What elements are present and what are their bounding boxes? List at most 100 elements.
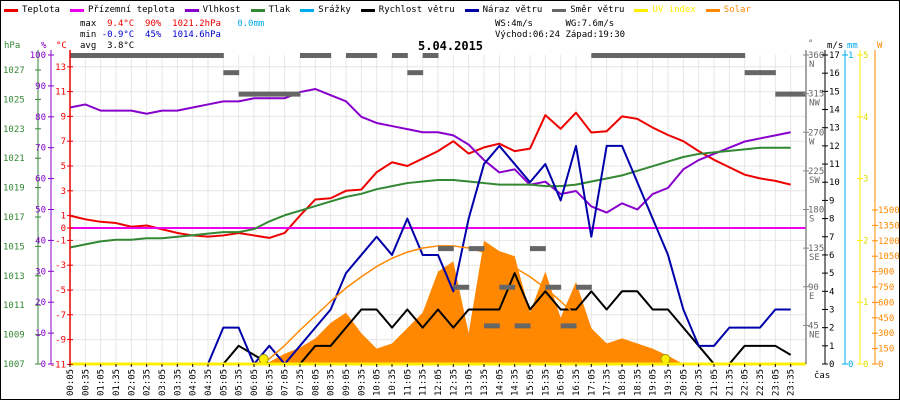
wind-tick-label: 9 — [829, 196, 834, 206]
temperature-tick-label: -1 — [55, 236, 66, 246]
pressure-tick-label: 1019 — [3, 184, 25, 194]
direction-tick-label: 45 — [808, 321, 819, 331]
direction-tick-compass: SE — [809, 253, 820, 263]
wind-tick-label: 10 — [829, 178, 840, 188]
time-tick-label: 04:35 — [204, 369, 214, 396]
solar-tick-label: 450 — [878, 314, 894, 324]
wind-speed-avg: WS:4m/s — [495, 19, 533, 29]
wind-direction-mark — [499, 284, 516, 290]
uv-tick-label: 1 — [863, 298, 868, 308]
time-tick-label: 21:05 — [710, 369, 720, 396]
pressure-tick-label: 1011 — [3, 301, 25, 311]
wind-direction-mark — [484, 323, 500, 329]
humidity-tick-label: 80 — [35, 113, 46, 123]
time-tick-label: 19:35 — [664, 369, 674, 396]
legend: Teplota Přízemní teplota Vlhkost Tlak Srážky… — [4, 3, 751, 17]
wind-direction-mark — [714, 53, 730, 58]
avg-label: avg — [80, 41, 97, 51]
pressure-tick-label: 1009 — [3, 331, 25, 341]
legend-label: Solar — [723, 5, 751, 15]
direction-axis-label: ° — [808, 39, 813, 49]
wind-tick-label: 17 — [829, 51, 840, 61]
wind-tick-label: 11 — [829, 160, 840, 170]
time-tick-label: 12:05 — [434, 369, 444, 396]
direction-tick-compass: NE — [809, 330, 820, 340]
time-tick-label: 13:05 — [465, 369, 475, 396]
humidity-tick-label: 90 — [35, 82, 46, 92]
time-tick-label: 10:05 — [373, 369, 383, 396]
wind-direction-mark — [453, 284, 470, 290]
legend-swatch — [4, 8, 18, 12]
humidity-tick-label: 50 — [35, 206, 46, 216]
wind-tick-label: 14 — [829, 106, 840, 116]
time-tick-label: 01:05 — [97, 369, 107, 396]
time-tick-label: 16:05 — [557, 369, 567, 396]
direction-tick-compass: SW — [809, 176, 820, 186]
wind-axis-label: m/s — [827, 41, 843, 51]
time-axis-label: čas — [814, 370, 830, 381]
humidity-tick-label: 0 — [41, 360, 46, 370]
solar-tick-label: 1350 — [878, 221, 900, 231]
temperature-tick-label: -7 — [55, 311, 66, 321]
pressure-tick-label: 1007 — [3, 360, 25, 370]
sunrise-marker — [258, 354, 269, 364]
temperature-tick-label: 1 — [61, 212, 66, 222]
legend-swatch — [705, 8, 720, 12]
time-tick-label: 05:35 — [235, 369, 245, 396]
uv-tick-label: 4 — [863, 113, 868, 123]
legend-label: UV index — [652, 5, 696, 15]
pressure-tick-label: 1027 — [3, 66, 25, 76]
legend-label: Rychlost větru — [378, 5, 455, 15]
wind-direction-mark — [238, 91, 255, 97]
solar-tick-label: 600 — [878, 298, 894, 308]
temperature-tick-label: 5 — [61, 162, 66, 172]
time-tick-label: 09:35 — [357, 369, 367, 396]
time-tick-label: 05:05 — [219, 369, 229, 396]
wind-direction-mark — [637, 53, 654, 58]
wind-direction-mark — [85, 53, 102, 58]
time-tick-label: 16:35 — [572, 369, 582, 396]
wind-gust-max: WG:7.6m/s — [565, 19, 615, 29]
legend-label: Teplota — [22, 5, 60, 15]
legend-swatch — [634, 8, 649, 12]
solar-tick-label: 900 — [878, 268, 894, 278]
legend-item: Směr větru — [552, 3, 624, 17]
time-tick-label: 13:35 — [480, 369, 490, 396]
time-tick-label: 10:35 — [388, 369, 398, 396]
stats-sun: Východ:06:24 Západ:19:30 — [495, 30, 625, 40]
stats-wind: WS:4m/s WG:7.6m/s — [495, 19, 614, 29]
min-label: min — [80, 30, 97, 40]
humidity-axis-label: % — [41, 41, 47, 51]
legend-item: Rychlost větru — [360, 3, 455, 17]
uv-tick-label: 2 — [863, 236, 868, 246]
time-tick-label: 20:35 — [695, 369, 705, 396]
time-tick-label: 08:35 — [327, 369, 337, 396]
wind-direction-mark — [300, 53, 316, 58]
wind-direction-mark — [254, 91, 270, 97]
pressure-tick-label: 1021 — [3, 154, 25, 164]
time-tick-label: 03:05 — [158, 369, 168, 396]
legend-item: UV index — [634, 3, 696, 17]
solar-tick-label: 300 — [878, 329, 894, 339]
temperature-tick-label: -5 — [55, 286, 66, 296]
avg-temp: 3.8°C — [107, 41, 135, 51]
pressure-tick-label: 1013 — [3, 272, 25, 282]
legend-item: Náraz větru — [464, 3, 542, 17]
time-tick-label: 18:05 — [618, 369, 628, 396]
wind-direction-mark — [192, 53, 209, 58]
direction-tick-label: 360 — [808, 51, 824, 61]
uv-tick-label: 0 — [863, 360, 868, 370]
humidity-tick-label: 10 — [35, 329, 46, 339]
temperature-tick-label: 11 — [55, 88, 66, 98]
legend-item: Tlak — [250, 3, 290, 17]
legend-swatch — [464, 8, 479, 12]
time-tick-label: 03:35 — [173, 369, 183, 396]
time-tick-label: 02:05 — [127, 369, 137, 396]
time-tick-label: 15:05 — [526, 369, 536, 396]
time-tick-label: 09:05 — [342, 369, 352, 396]
legend-label: Srážky — [318, 5, 351, 15]
wind-tick-label: 16 — [829, 69, 840, 79]
legend-item: Srážky — [300, 3, 351, 17]
wind-tick-label: 5 — [829, 269, 834, 279]
wind-direction-mark — [576, 284, 592, 290]
